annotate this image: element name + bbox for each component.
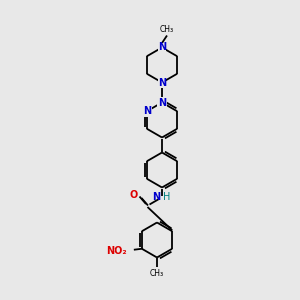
Text: NO₂: NO₂ (106, 246, 127, 256)
Text: N: N (158, 98, 166, 107)
Text: N: N (143, 106, 151, 116)
Text: N: N (158, 43, 166, 52)
Text: N: N (152, 193, 160, 202)
Text: O: O (130, 190, 138, 200)
Text: CH₃: CH₃ (150, 268, 164, 278)
Text: CH₃: CH₃ (160, 25, 174, 34)
Text: H: H (163, 193, 170, 202)
Text: N: N (158, 77, 166, 88)
